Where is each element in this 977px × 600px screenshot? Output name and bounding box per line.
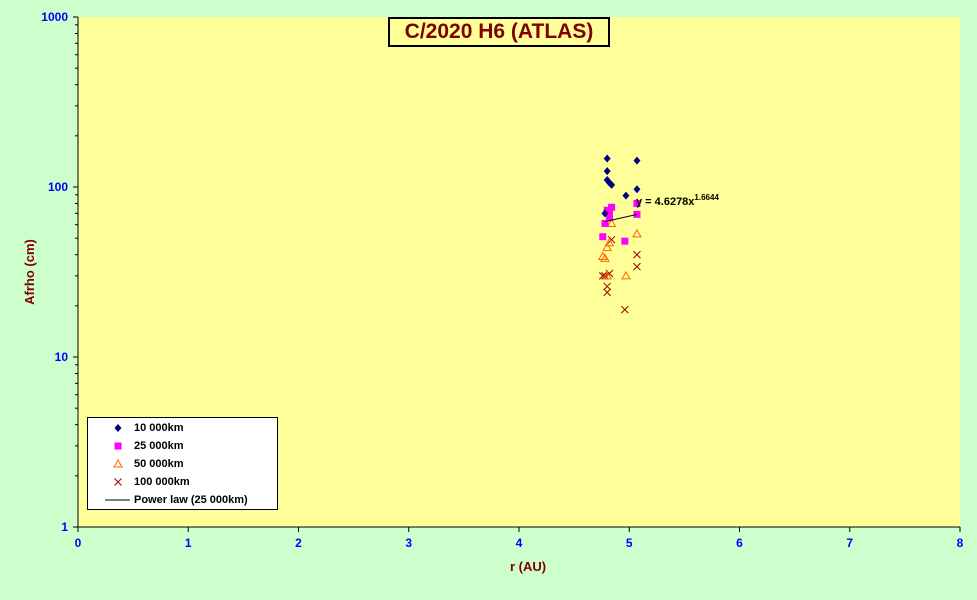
x-tick-label: 6: [736, 536, 743, 550]
data-point: [603, 167, 611, 176]
x-tick-label: 5: [626, 536, 633, 550]
legend-item: 25 000km: [88, 437, 184, 455]
legend-label: 50 000km: [134, 458, 184, 470]
data-point: [633, 262, 641, 271]
data-point: [633, 199, 641, 207]
data-point: [632, 228, 642, 238]
series-x: [598, 235, 641, 314]
legend-marker: [88, 459, 128, 469]
trendline: [604, 213, 638, 223]
data-point: [602, 270, 613, 280]
data-point: [633, 250, 641, 259]
data-point: [603, 288, 612, 297]
x-tick-label: 4: [516, 536, 523, 550]
legend-item: Power law (25 000km): [88, 491, 248, 509]
data-point: [598, 272, 607, 280]
legend-marker: [88, 495, 132, 505]
legend-marker: [88, 441, 128, 451]
data-point: [633, 210, 641, 218]
legend-marker-swatch: [114, 424, 122, 432]
data-point: [597, 251, 608, 261]
legend-marker: [88, 423, 128, 433]
data-point: [607, 235, 616, 244]
data-point: [633, 185, 641, 194]
series-triangle: [597, 218, 642, 280]
data-point: [604, 237, 615, 247]
legend-item: 50 000km: [88, 455, 184, 473]
y-tick-label: 1000: [41, 10, 68, 24]
data-point: [606, 218, 617, 227]
legend-label: 25 000km: [134, 440, 184, 452]
x-tick-label: 2: [295, 536, 302, 550]
data-point: [633, 156, 641, 165]
legend-marker: [88, 477, 128, 487]
x-tick-label: 1: [185, 536, 192, 550]
legend-label: 10 000km: [134, 422, 184, 434]
data-point: [605, 209, 613, 217]
legend-label: Power law (25 000km): [134, 494, 248, 506]
legend-item: 100 000km: [88, 473, 190, 491]
legend: 10 000km 25 000km 50 000km 100 000km Power l…: [87, 417, 278, 510]
trendline-equation: y = 4.6278x1.6644: [636, 193, 719, 208]
data-point: [621, 270, 631, 280]
legend-label: 100 000km: [134, 476, 190, 488]
data-point: [622, 191, 630, 200]
data-point: [601, 219, 609, 227]
y-axis-title: Afrho (cm): [22, 239, 37, 305]
legend-marker-swatch: [114, 442, 122, 450]
data-point: [608, 180, 616, 189]
series-diamond: [601, 154, 641, 218]
legend-marker-swatch: [113, 459, 123, 468]
data-point: [599, 233, 607, 241]
data-point: [600, 253, 610, 262]
y-tick-label: 100: [48, 180, 68, 194]
x-tick-label: 8: [957, 536, 964, 550]
y-tick-label: 10: [55, 350, 69, 364]
data-point: [602, 242, 613, 252]
data-point: [601, 209, 609, 218]
x-tick-label: 3: [405, 536, 412, 550]
x-tick-label: 0: [75, 536, 82, 550]
y-tick-label: 1: [61, 520, 68, 534]
data-point: [621, 237, 629, 245]
data-point: [603, 282, 612, 291]
data-point: [620, 305, 629, 314]
x-tick-label: 7: [846, 536, 853, 550]
data-point: [603, 154, 611, 163]
data-point: [605, 214, 613, 222]
x-axis-title: r (AU): [510, 559, 546, 574]
data-point: [608, 203, 616, 211]
chart-title: C/2020 H6 (ATLAS): [388, 17, 610, 47]
legend-item: 10 000km: [88, 419, 184, 437]
legend-marker-swatch: [114, 478, 122, 486]
marks: [597, 154, 642, 314]
series-square: [599, 199, 641, 245]
